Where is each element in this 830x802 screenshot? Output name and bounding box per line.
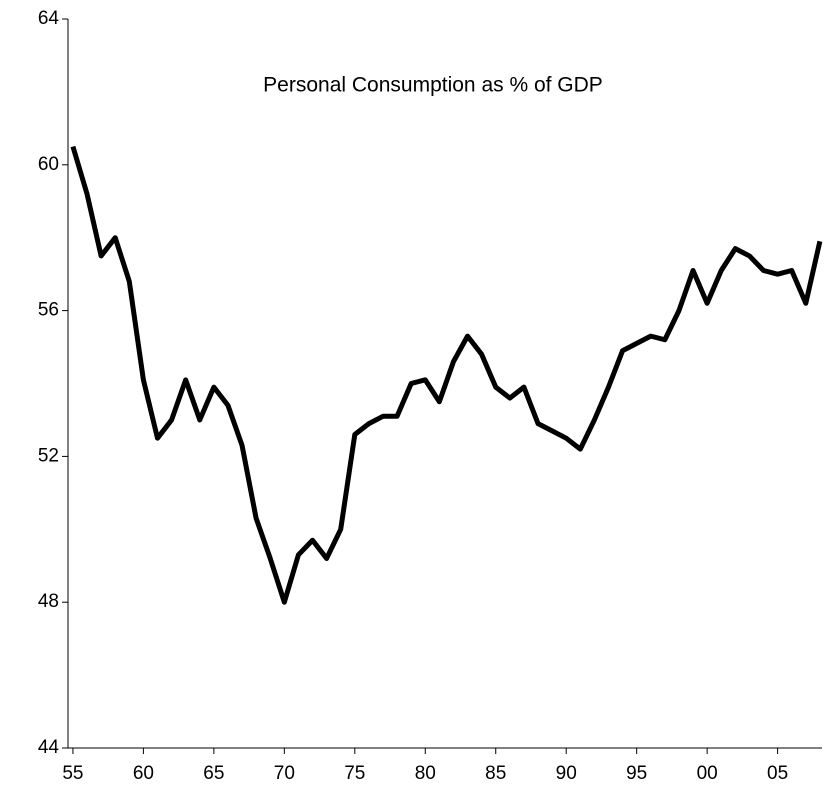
y-tick-label: 56 (38, 300, 59, 321)
chart-title: Personal Consumption as % of GDP (263, 74, 603, 97)
x-tick-label: 00 (697, 763, 718, 784)
x-tick-label: 55 (62, 763, 83, 784)
x-tick-label: 05 (767, 763, 788, 784)
x-tick-label: 80 (415, 763, 436, 784)
x-tick-label: 60 (133, 763, 154, 784)
x-tick-label: 75 (344, 763, 365, 784)
y-tick-label: 44 (38, 737, 60, 758)
x-tick-label: 65 (203, 763, 224, 784)
x-tick-label: 95 (626, 763, 647, 784)
x-tick-label: 90 (556, 763, 577, 784)
y-tick-label: 60 (38, 154, 59, 175)
y-tick-label: 52 (38, 445, 59, 466)
line-series (70, 145, 823, 605)
x-tick-label: 85 (485, 763, 506, 784)
y-tick-label: 48 (38, 591, 59, 612)
x-tick-label: 70 (274, 763, 295, 784)
y-tick-label: 64 (38, 8, 60, 29)
